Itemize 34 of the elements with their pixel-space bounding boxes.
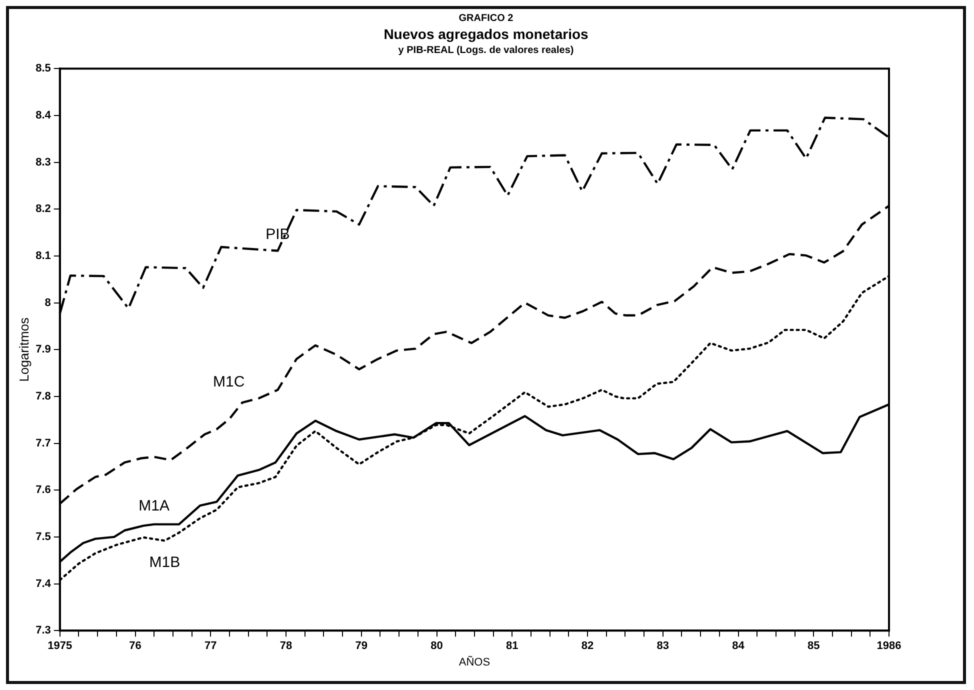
text: GRAFICO 2 (458, 13, 514, 24)
x-tick-label: 76 (129, 640, 142, 652)
y-tick-label: 8.2 (36, 203, 51, 216)
x-tick-label: 77 (204, 640, 217, 652)
y-tick-label: 8.3 (36, 156, 51, 168)
y-tick-label: 7.3 (36, 624, 51, 637)
y-tick-label: 7.5 (36, 530, 51, 543)
y-tick-label: 7.9 (36, 344, 51, 356)
y-tick-label: 8 (44, 296, 51, 309)
x-tick-label: 84 (732, 640, 746, 652)
x-tick-label: 1975 (48, 640, 72, 652)
x-tick-label: 82 (581, 640, 594, 652)
y-tick-label: 7.7 (36, 437, 51, 450)
x-tick-label: 83 (656, 640, 670, 652)
series-label: PIB (266, 226, 290, 243)
y-tick-label: 8.1 (36, 250, 51, 262)
y-tick-label: 7.6 (36, 484, 51, 496)
chart-title: Nuevos agregados monetarios (382, 26, 590, 42)
x-tick-label: 80 (430, 640, 443, 652)
x-tick-label: 1986 (876, 640, 902, 652)
y-tick-label: 7.4 (36, 578, 52, 590)
y-tick-label: 8.5 (36, 62, 51, 75)
x-tick-label: 81 (506, 640, 518, 652)
y-axis-title: Logaritmos (16, 316, 32, 382)
x-tick-label: 78 (280, 640, 292, 652)
chart-subtitle: y PIB-REAL (Logs. de valores reales) (397, 45, 575, 56)
x-tick-label: 85 (808, 640, 820, 652)
x-tick-label: 79 (355, 640, 368, 652)
series-label: M1A (138, 497, 170, 514)
y-tick-label: 8.4 (36, 109, 52, 122)
y-tick-label: 7.8 (36, 390, 51, 402)
x-axis-title: AÑOS (458, 655, 490, 668)
series-label: M1C (213, 373, 245, 390)
series-label: M1B (149, 554, 180, 571)
